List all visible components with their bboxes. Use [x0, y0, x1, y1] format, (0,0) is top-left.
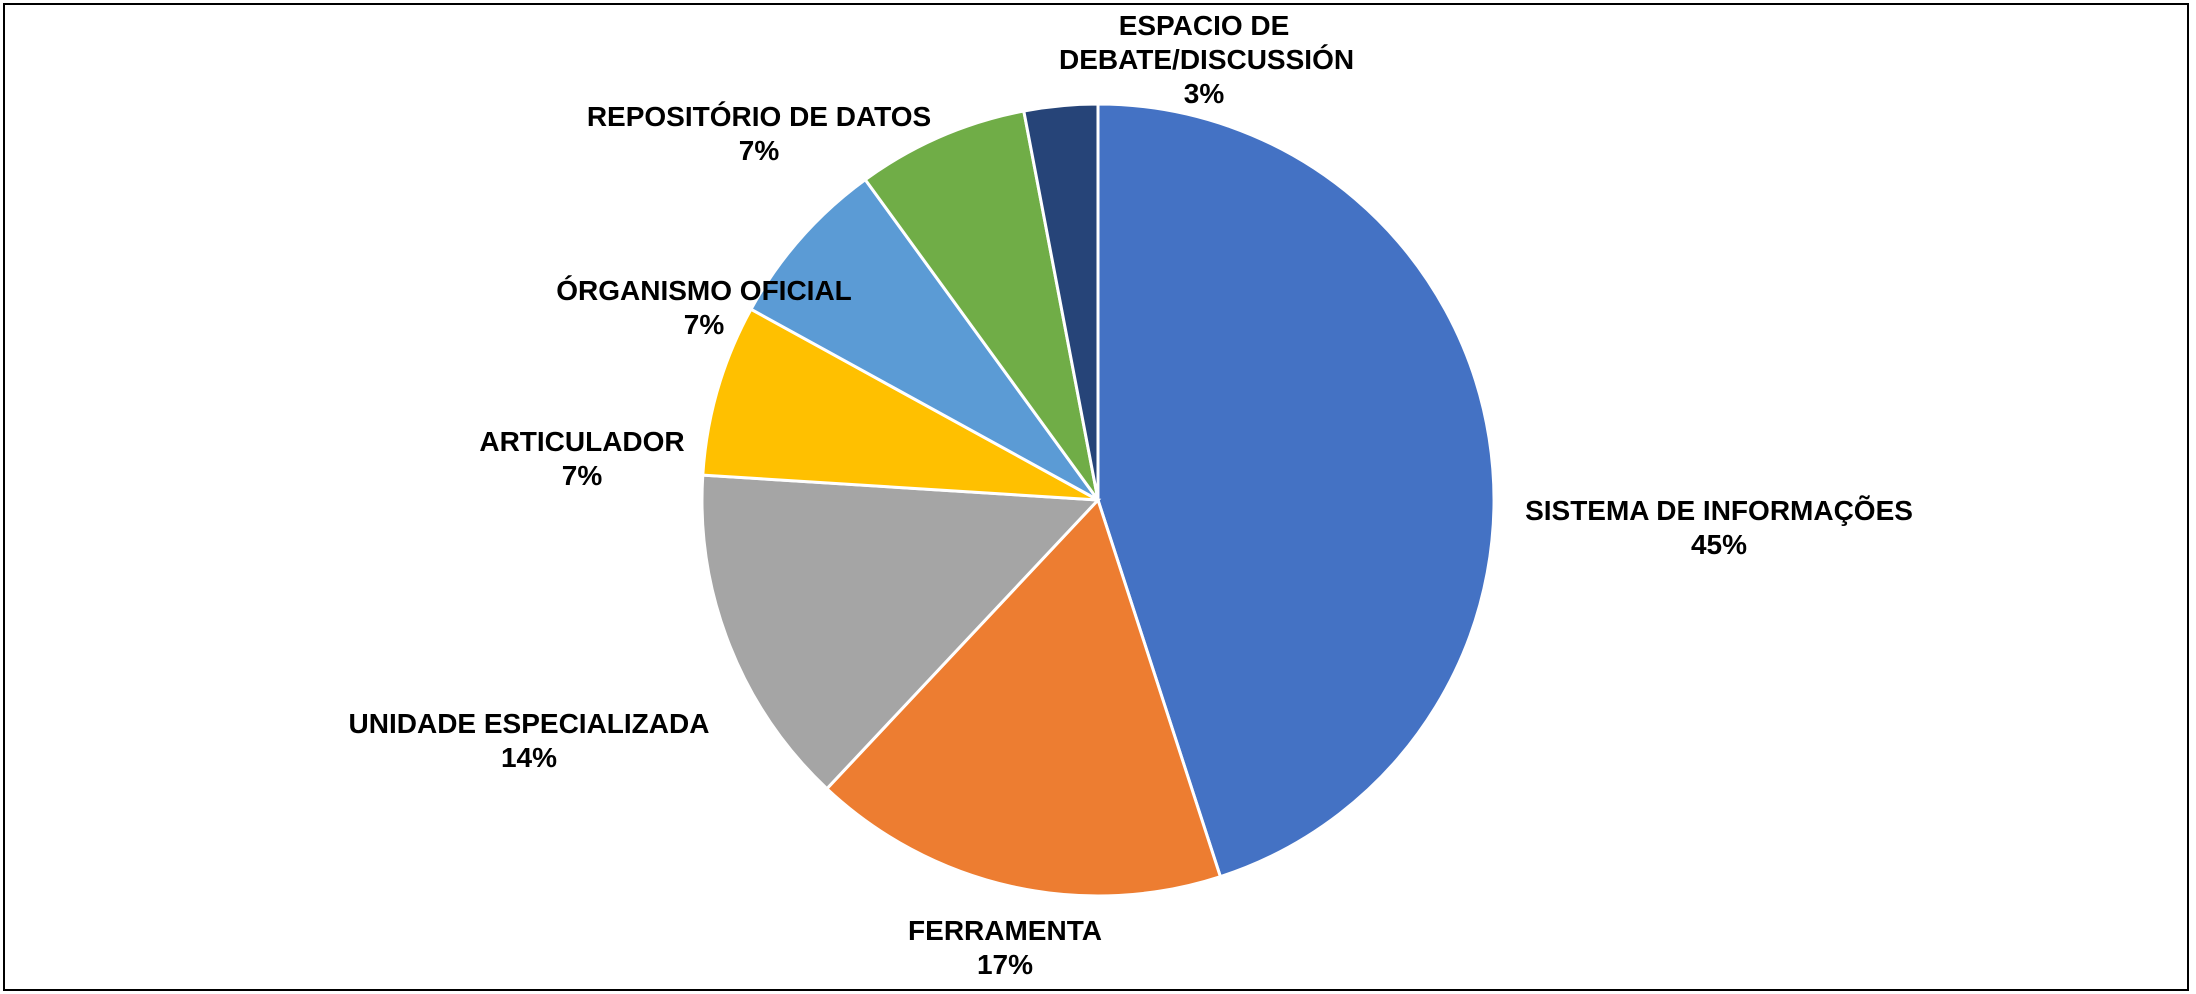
value-label: 7%: [683, 309, 725, 340]
value-label: 7%: [561, 460, 603, 491]
data-label: ESPACIO DE DEBATE/DISCUSSIÓN 3%: [1059, 9, 1355, 111]
data-label: REPOSITÓRIO DE DATOS 7%: [587, 100, 931, 168]
category-label: UNIDADE ESPECIALIZADA: [348, 708, 710, 739]
category-label: ESPACIO DE DEBATE/DISCUSSIÓN: [1059, 10, 1355, 75]
category-label: ARTICULADOR: [479, 426, 685, 457]
value-label: 7%: [738, 135, 780, 166]
pie-slice: [700, 473, 1102, 791]
pie-slice: [701, 307, 1099, 502]
pie-slice: [863, 109, 1100, 501]
category-label: SISTEMA DE INFORMAÇÕES: [1525, 495, 1913, 526]
value-label: 45%: [1690, 529, 1748, 560]
data-label: UNIDADE ESPECIALIZADA 14%: [349, 707, 710, 775]
pie-slice: [824, 497, 1223, 898]
pie-slice: [1096, 102, 1496, 879]
data-label: FERRAMENTA 17%: [908, 914, 1102, 982]
data-label: SISTEMA DE INFORMAÇÕES 45%: [1525, 494, 1913, 562]
chart-border: [3, 3, 2189, 991]
value-label: 3%: [1183, 78, 1225, 109]
category-label: ÓRGANISMO OFICIAL: [556, 275, 852, 306]
category-label: FERRAMENTA: [908, 915, 1102, 946]
category-label: REPOSITÓRIO DE DATOS: [586, 101, 932, 132]
pie-slice: [1022, 102, 1100, 501]
data-label: ARTICULADOR 7%: [479, 425, 684, 493]
value-label: 14%: [500, 742, 558, 773]
pie-slice: [748, 177, 1100, 502]
value-label: 17%: [976, 949, 1034, 980]
data-label: ÓRGANISMO OFICIAL 7%: [556, 274, 852, 342]
